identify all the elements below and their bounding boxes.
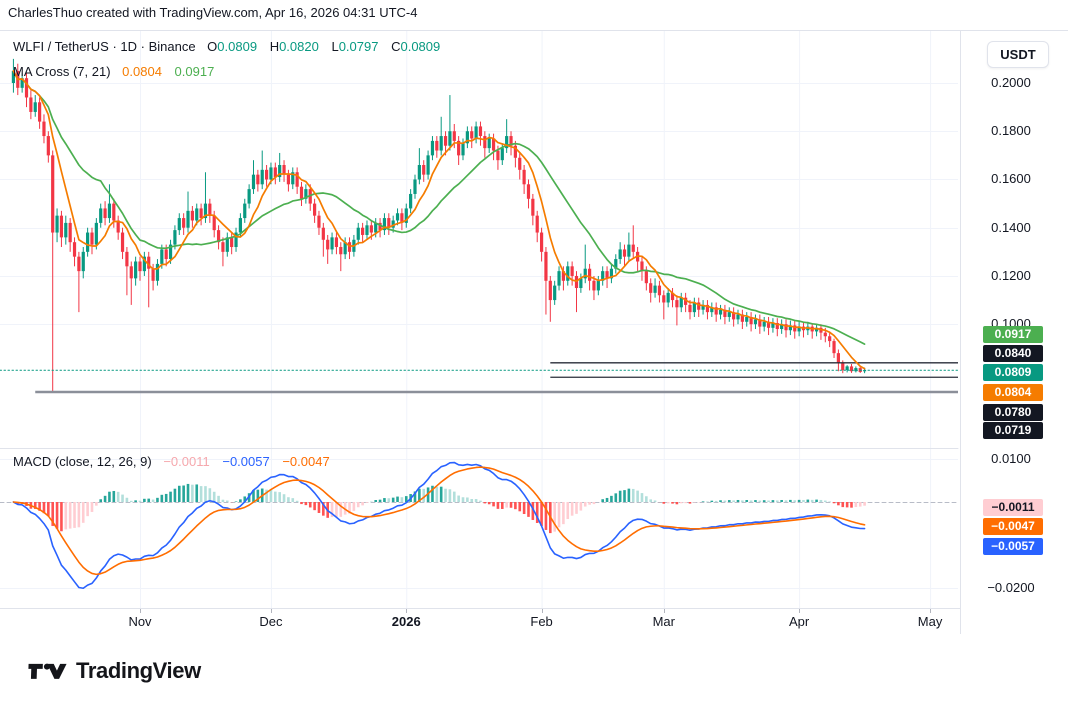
time-axis-label: May xyxy=(917,614,943,629)
time-axis-label: 2026 xyxy=(391,614,421,629)
price-label-badge: 0.0840 xyxy=(983,345,1043,362)
currency-toggle-button[interactable]: USDT xyxy=(987,41,1049,68)
open-value: 0.0809 xyxy=(217,39,258,54)
macd-histogram-value: −0.0011 xyxy=(163,454,210,469)
time-axis-label: Mar xyxy=(652,614,675,629)
macd-tick-label: 0.0100 xyxy=(991,451,1031,466)
price-tick-label: 0.1800 xyxy=(991,123,1031,139)
price-tick-label: 0.1600 xyxy=(991,171,1031,187)
attribution-header: CharlesThuo created with TradingView.com… xyxy=(8,5,418,20)
time-axis-label: Dec xyxy=(259,614,283,629)
time-axis-tick xyxy=(406,609,408,613)
price-label-badge: 0.0804 xyxy=(983,384,1043,401)
macd-title[interactable]: MACD (close, 12, 26, 9) xyxy=(13,454,152,469)
price-label-badge: 0.0719 xyxy=(983,422,1043,439)
macd-line-value: −0.0057 xyxy=(222,454,270,469)
ma-cross-legend[interactable]: MA Cross (7, 21) 0.0804 0.0917 xyxy=(13,64,214,79)
ma-slow-value: 0.0917 xyxy=(174,64,215,79)
price-label-badge: 0.0780 xyxy=(983,404,1043,421)
symbol-title[interactable]: WLFI / TetherUS · 1D · Binance xyxy=(13,39,196,54)
tradingview-logo-icon xyxy=(28,663,67,679)
open-label: O xyxy=(207,39,218,54)
price-and-macd-chart-canvas[interactable] xyxy=(0,31,960,608)
high-label: H xyxy=(269,39,280,54)
time-axis-tick xyxy=(140,609,141,613)
price-scale[interactable]: USDT 0.2000 0.1800 0.1600 0.1400 0.1200 0.100… xyxy=(960,31,1068,634)
price-tick-label: 0.2000 xyxy=(991,75,1031,90)
close-value: 0.0809 xyxy=(400,39,441,54)
price-tick-label: 0.1400 xyxy=(991,219,1031,235)
price-label-badge: −0.0011 xyxy=(983,499,1043,516)
chart-widget: WLFI / TetherUS · 1D · Binance O0.0809 H… xyxy=(0,30,1068,634)
time-axis-tick xyxy=(930,609,932,613)
macd-signal-value: −0.0047 xyxy=(282,454,330,469)
price-tick-label: 0.1200 xyxy=(991,267,1031,283)
macd-legend[interactable]: MACD (close, 12, 26, 9) −0.0011 −0.0057 … xyxy=(13,454,330,469)
price-label-badge: 0.0809 xyxy=(983,364,1043,381)
price-label-badge: −0.0057 xyxy=(983,538,1043,555)
time-axis-tick xyxy=(541,609,543,613)
time-axis-label: Feb xyxy=(530,614,553,629)
ma-cross-title[interactable]: MA Cross (7, 21) xyxy=(13,64,111,79)
ma-fast-value: 0.0804 xyxy=(122,64,162,79)
close-label: C xyxy=(391,39,401,54)
high-value: 0.0820 xyxy=(279,39,319,54)
time-axis-tick xyxy=(799,609,801,613)
low-value: 0.0797 xyxy=(338,39,379,54)
time-scale[interactable]: Nov Dec 2026 Feb Mar Apr May xyxy=(0,608,960,634)
time-axis-tick xyxy=(663,609,665,613)
time-axis-label: Nov xyxy=(128,614,152,629)
tradingview-logo: TradingView xyxy=(28,656,201,686)
low-label: L xyxy=(331,39,339,54)
tradingview-logo-text: TradingView xyxy=(76,658,201,683)
price-label-badge: −0.0047 xyxy=(983,518,1043,535)
macd-tick-label: −0.0200 xyxy=(987,580,1035,595)
price-label-badge: 0.0917 xyxy=(983,326,1043,343)
symbol-legend[interactable]: WLFI / TetherUS · 1D · Binance O0.0809 H… xyxy=(13,39,440,54)
time-axis-label: Apr xyxy=(788,614,810,629)
time-axis-tick xyxy=(270,609,272,613)
